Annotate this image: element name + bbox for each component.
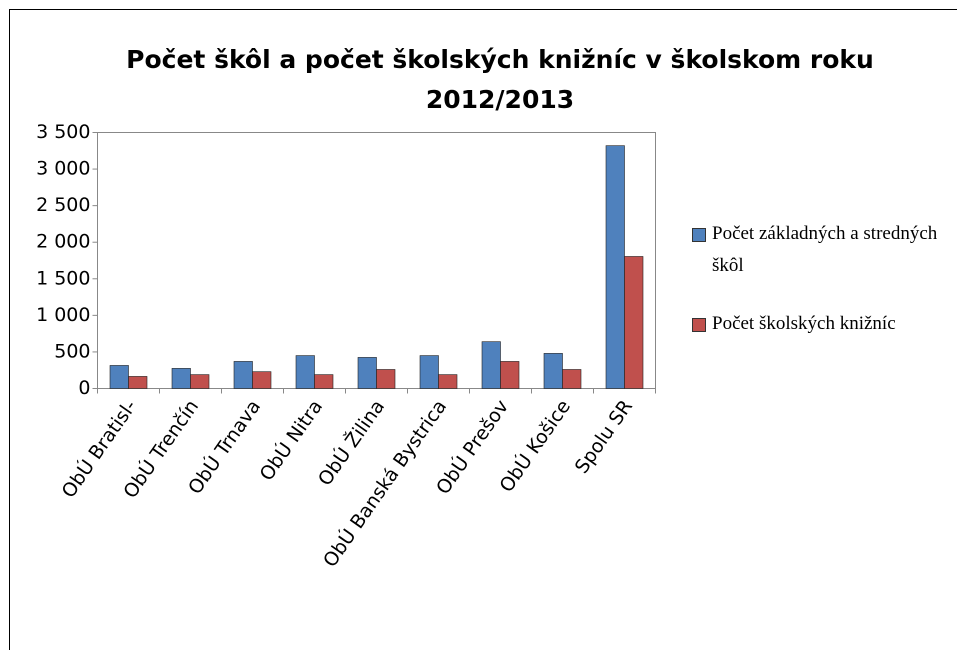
y-tick-label: 1 000 [36,304,90,326]
bar [543,353,563,389]
bar [562,369,582,389]
bar [314,374,334,389]
bar [500,361,520,389]
legend-swatch [692,318,706,332]
y-tick-label: 0 [78,377,90,399]
bar [233,361,253,389]
plot-area [97,132,656,389]
bar [190,374,210,389]
y-tick-label: 2 500 [36,194,90,216]
bar [438,374,458,389]
x-tick-label: Spolu SR [571,396,637,478]
frame [9,9,957,650]
legend-entry: Počet základných a stredných škôl [692,218,952,282]
chart-title: Počet škôl a počet školských knižníc v š… [126,45,874,114]
bar [605,145,625,389]
bar [171,368,191,389]
x-tick-label: ObÚ Nitra [254,395,327,485]
legend-swatch [692,228,706,242]
bar [252,371,272,389]
bar [357,357,377,389]
legend-label: Počet základných a stredných škôl [712,223,938,276]
bar [624,256,644,389]
y-tick-label: 3 500 [36,121,90,143]
bar [128,376,148,389]
bar [376,369,396,389]
y-tick-label: 500 [54,340,90,362]
y-tick-label: 3 000 [36,158,90,180]
y-tick-label: 1 500 [36,267,90,289]
legend-label: Počet školských knižníc [712,313,896,334]
bar [481,341,501,389]
legend-entry: Počet školských knižníc [692,308,952,340]
x-tick-label: ObÚ Banská Bystrica [317,395,451,572]
y-tick-label: 2 000 [36,231,90,253]
bar [109,365,129,389]
bar [419,355,439,389]
bar [295,355,315,389]
